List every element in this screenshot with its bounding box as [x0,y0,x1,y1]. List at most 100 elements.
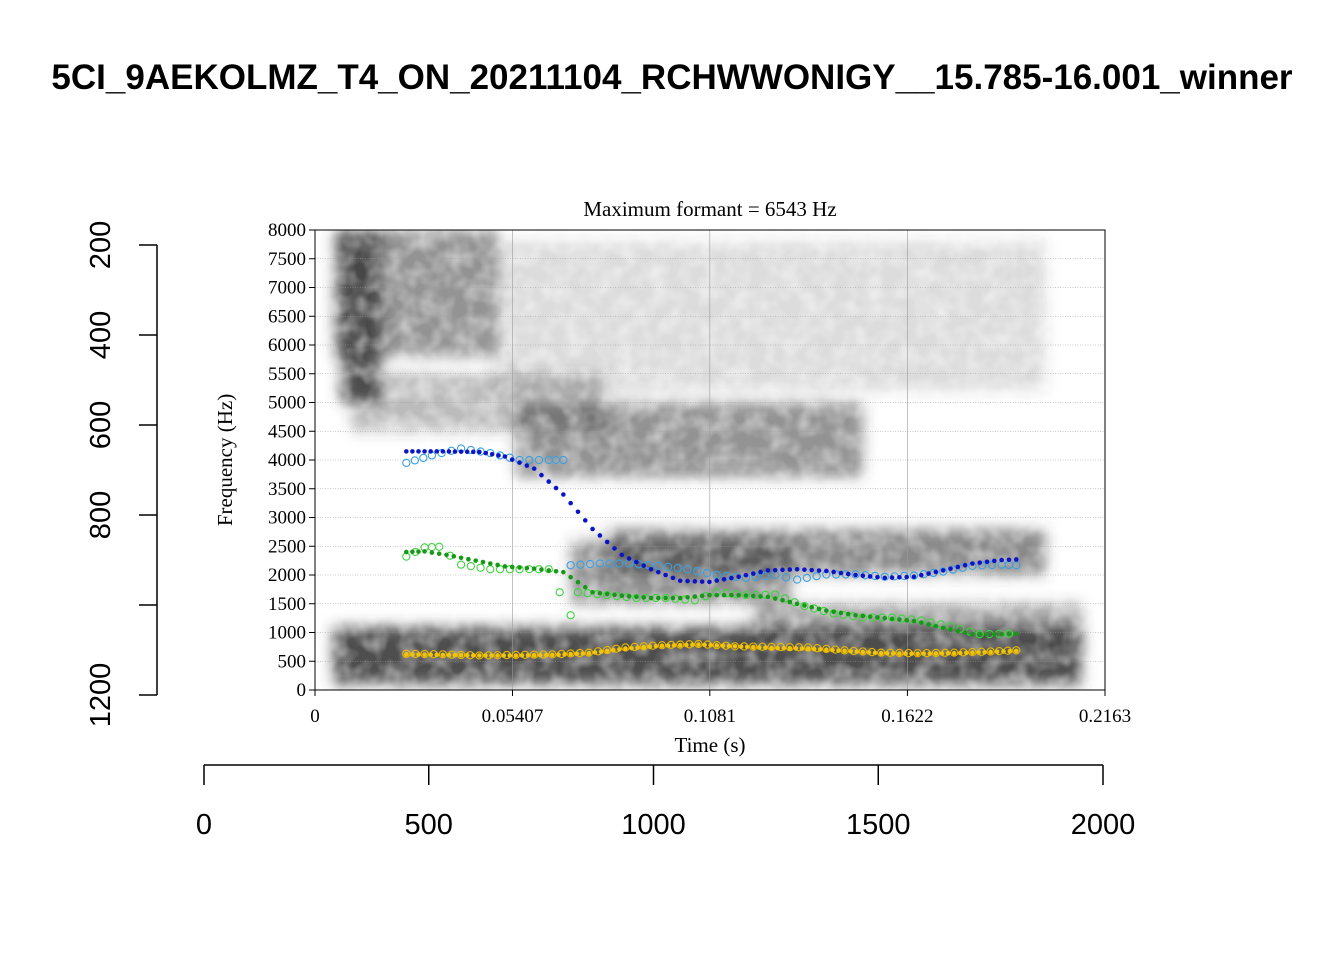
formant-track-point [918,620,924,626]
formant-track-point [568,500,573,506]
spectrogram-panel: 0 500 1000 1500 2000 2500 3000 3500 4000 4500 5000… [213,197,1131,757]
formant-raw-point [566,611,575,620]
formant-track-point [948,627,953,632]
formant-track-point [617,647,622,652]
formant-track-point [537,652,543,658]
formant-track-point [634,559,639,565]
formant-raw-point [802,573,811,583]
formant-raw-point [749,642,758,651]
formant-track-point [690,642,695,648]
formant-track-point [546,568,552,573]
formant-track-point [586,650,592,656]
formant-track-point [410,449,415,454]
formant-track-point [404,652,409,657]
y-tick-label: 2500 [268,536,306,557]
formant-track-point [721,592,727,598]
formant-track-point [836,648,841,653]
formant-track-point [780,567,785,573]
formant-track-point [904,574,909,580]
formant-raw-point [800,601,809,611]
x-tick-label: 0 [310,706,320,727]
formant-track-point [962,630,968,635]
y-tick-label: 500 [278,651,307,672]
formant-tracks [402,444,1021,660]
formant-raw-point [840,646,849,655]
formant-raw-point [525,455,534,465]
formant-track-point [634,594,639,600]
outer-x-tick-label: 1500 [846,809,911,841]
outer-left-axis: 200 400 600 800 1200 [85,221,158,727]
outer-bottom-axis: 0 500 1000 1500 2000 [196,764,1135,841]
formant-track-point [897,651,902,656]
formant-track-point [452,652,458,658]
formant-raw-point [559,455,568,465]
formant-track-point [612,592,617,598]
formant-track-point [955,628,961,634]
formant-track-point [525,653,531,658]
formant-track-point [671,643,677,648]
formant-track-point [604,539,610,545]
formant-track-point [444,552,449,558]
formant-track-point [999,631,1004,637]
formant-track-point [524,565,530,571]
formant-track-point [872,650,878,656]
formant-raw-point [603,645,612,655]
formant-track-point [502,564,508,569]
formant-track-point [889,616,895,622]
formant-track-point [422,549,427,554]
outer-y-tick-label: 800 [85,491,117,539]
formant-track-point [684,642,689,648]
outer-y-tick-label: 400 [85,311,117,359]
formant-track-point [556,652,561,657]
formant-track-point [524,463,530,468]
formant-raw-point [876,648,886,657]
formant-track-point [619,552,625,558]
formant-track-point [531,466,537,471]
formant-raw-point [410,456,419,465]
formant-raw-point [615,559,624,568]
formant-track-point [909,651,914,656]
formant-track-point [882,575,888,581]
time-axis: 0 0.05407 0.1081 0.1622 0.2163 [310,690,1131,727]
formant-track-point [590,526,595,532]
formant-raw-point [529,650,539,659]
formant-track-point [496,453,501,458]
formant-track-point [743,572,749,578]
formant-track-point [736,574,741,580]
formant-raw-point [595,559,605,568]
formant-track-point [765,568,771,573]
formant-track-point [802,567,807,572]
outer-x-tick-label: 0 [196,809,212,841]
formant-track-point [824,608,829,613]
formant-track-point [663,595,668,601]
formant-track-point [483,450,489,456]
formant-track-point [988,649,993,655]
formant-raw-point [1012,646,1021,655]
formant-track-point [976,650,981,655]
formant-track-point [656,569,661,575]
formant-raw-point [683,565,692,574]
formant-track-point [860,649,866,655]
y-tick-label: 2000 [268,565,306,586]
formant-track-point [867,574,873,579]
formant-raw-point [573,588,583,597]
formant-raw-point [913,649,922,658]
formant-track-point [769,645,774,651]
formant-track-point [763,645,768,651]
formant-track-point [509,564,515,570]
formant-track-point [721,577,727,582]
formant-track-point [501,653,507,658]
formant-track-point [568,574,573,580]
formant-track-point [842,648,847,654]
formant-track-point [951,650,957,656]
formant-track-point [477,653,482,658]
formant-raw-point [632,593,641,603]
formant-track-point [641,644,647,650]
formant-track-point [550,652,555,658]
formant-track-point [933,623,939,629]
formant-track-point [729,575,734,581]
formant-track-point [802,603,807,608]
formant-track-point [483,653,488,658]
formant-raw-point [978,561,987,570]
formant-track-point [502,454,508,459]
